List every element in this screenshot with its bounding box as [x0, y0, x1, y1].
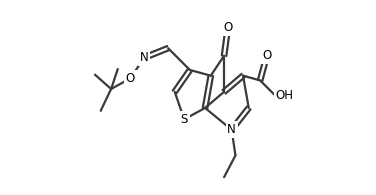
Text: S: S [180, 113, 188, 126]
Text: O: O [262, 49, 271, 62]
Text: N: N [227, 123, 236, 136]
Text: O: O [126, 72, 135, 85]
Text: N: N [140, 51, 149, 64]
Text: OH: OH [275, 89, 293, 102]
Text: O: O [223, 21, 232, 34]
